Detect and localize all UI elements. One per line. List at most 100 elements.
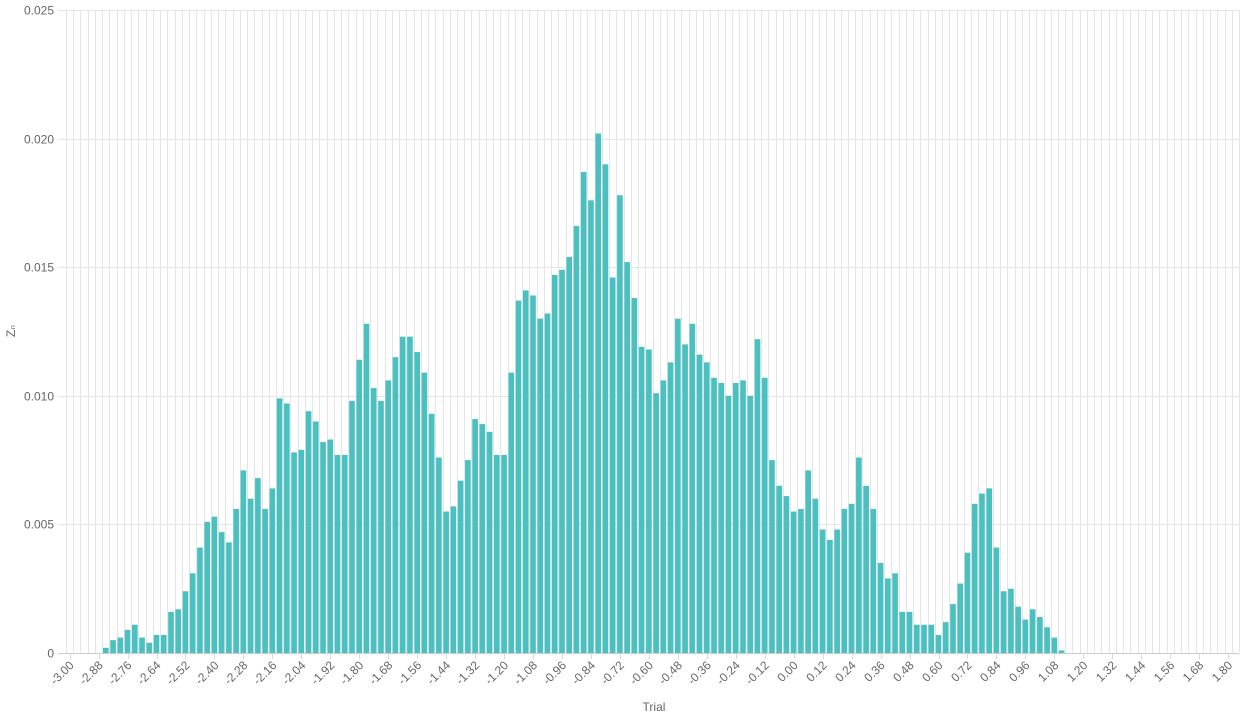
bar[interactable] bbox=[653, 393, 659, 653]
bar[interactable] bbox=[544, 313, 551, 654]
bar[interactable] bbox=[580, 172, 587, 654]
bar[interactable] bbox=[298, 449, 305, 653]
bar[interactable] bbox=[255, 478, 261, 653]
bar[interactable] bbox=[841, 508, 848, 653]
bar[interactable] bbox=[378, 400, 384, 653]
bar[interactable] bbox=[863, 485, 869, 653]
bar[interactable] bbox=[218, 532, 225, 653]
bar[interactable] bbox=[1000, 591, 1007, 653]
bar[interactable] bbox=[892, 573, 898, 653]
bar[interactable] bbox=[740, 380, 746, 653]
bar[interactable] bbox=[124, 629, 131, 653]
bar[interactable] bbox=[950, 604, 956, 653]
bar[interactable] bbox=[117, 637, 124, 653]
bar[interactable] bbox=[392, 357, 399, 653]
bar[interactable] bbox=[798, 508, 804, 653]
bar[interactable] bbox=[407, 336, 413, 653]
bar[interactable] bbox=[819, 529, 826, 653]
bar[interactable] bbox=[370, 388, 377, 653]
bar[interactable] bbox=[559, 269, 565, 653]
bar[interactable] bbox=[139, 637, 145, 653]
bar[interactable] bbox=[979, 493, 985, 653]
bar[interactable] bbox=[501, 454, 507, 653]
bar[interactable] bbox=[617, 195, 623, 653]
bar[interactable] bbox=[682, 344, 688, 653]
bar[interactable] bbox=[602, 164, 609, 653]
bar[interactable] bbox=[465, 460, 471, 653]
bar[interactable] bbox=[551, 274, 558, 653]
bar[interactable] bbox=[226, 542, 232, 653]
bar[interactable] bbox=[312, 421, 319, 653]
bar[interactable] bbox=[870, 508, 877, 653]
bar[interactable] bbox=[913, 624, 920, 653]
bar[interactable] bbox=[595, 133, 602, 653]
bar[interactable] bbox=[588, 200, 594, 653]
bar[interactable] bbox=[233, 508, 239, 653]
bar[interactable] bbox=[508, 372, 515, 653]
bar[interactable] bbox=[827, 539, 833, 653]
bar[interactable] bbox=[689, 323, 696, 653]
bar[interactable] bbox=[182, 591, 189, 653]
bar[interactable] bbox=[928, 624, 935, 653]
bar[interactable] bbox=[696, 354, 703, 653]
bar[interactable] bbox=[761, 377, 768, 653]
bar[interactable] bbox=[1044, 627, 1050, 653]
bar[interactable] bbox=[515, 300, 522, 653]
bar[interactable] bbox=[856, 457, 862, 653]
bar[interactable] bbox=[240, 470, 247, 653]
bar[interactable] bbox=[675, 318, 681, 653]
bar[interactable] bbox=[624, 262, 630, 653]
bar[interactable] bbox=[341, 454, 348, 653]
bar[interactable] bbox=[284, 403, 290, 653]
bar[interactable] bbox=[363, 323, 370, 653]
bar[interactable] bbox=[1058, 650, 1065, 653]
bar[interactable] bbox=[631, 298, 638, 653]
bar[interactable] bbox=[189, 573, 196, 653]
bar[interactable] bbox=[877, 562, 884, 653]
bar[interactable] bbox=[276, 398, 283, 653]
bar[interactable] bbox=[269, 488, 276, 653]
bar[interactable] bbox=[522, 290, 529, 653]
bar[interactable] bbox=[204, 521, 211, 653]
bar[interactable] bbox=[964, 552, 971, 653]
bar[interactable] bbox=[754, 339, 761, 653]
bar[interactable] bbox=[197, 547, 203, 653]
bar[interactable] bbox=[175, 609, 182, 653]
bar[interactable] bbox=[211, 516, 218, 653]
bar[interactable] bbox=[385, 380, 392, 653]
bar[interactable] bbox=[725, 395, 732, 653]
bar[interactable] bbox=[247, 498, 254, 653]
bar[interactable] bbox=[885, 578, 891, 653]
bar[interactable] bbox=[1051, 637, 1058, 653]
bar[interactable] bbox=[457, 480, 464, 653]
bar[interactable] bbox=[146, 642, 153, 653]
bar[interactable] bbox=[153, 635, 160, 653]
bar[interactable] bbox=[530, 295, 536, 653]
bar[interactable] bbox=[848, 503, 855, 653]
bar[interactable] bbox=[566, 256, 573, 653]
bar[interactable] bbox=[320, 442, 326, 653]
bar[interactable] bbox=[769, 460, 775, 653]
bar[interactable] bbox=[356, 359, 363, 653]
bar[interactable] bbox=[646, 349, 652, 654]
bar[interactable] bbox=[414, 352, 420, 653]
bar[interactable] bbox=[349, 400, 355, 653]
bar[interactable] bbox=[711, 377, 717, 653]
bar[interactable] bbox=[747, 395, 754, 653]
bar[interactable] bbox=[935, 635, 942, 653]
bar[interactable] bbox=[421, 372, 428, 653]
bar[interactable] bbox=[957, 583, 964, 653]
bar[interactable] bbox=[906, 611, 913, 653]
bar[interactable] bbox=[986, 488, 993, 653]
bar[interactable] bbox=[790, 511, 797, 653]
bar[interactable] bbox=[305, 411, 312, 653]
bar[interactable] bbox=[160, 635, 167, 653]
bar[interactable] bbox=[428, 413, 435, 653]
bar[interactable] bbox=[921, 624, 927, 653]
bar[interactable] bbox=[436, 457, 442, 653]
bar[interactable] bbox=[131, 624, 138, 653]
bar[interactable] bbox=[110, 640, 116, 653]
bar[interactable] bbox=[168, 611, 174, 653]
bar[interactable] bbox=[971, 503, 978, 653]
bar[interactable] bbox=[776, 485, 783, 653]
